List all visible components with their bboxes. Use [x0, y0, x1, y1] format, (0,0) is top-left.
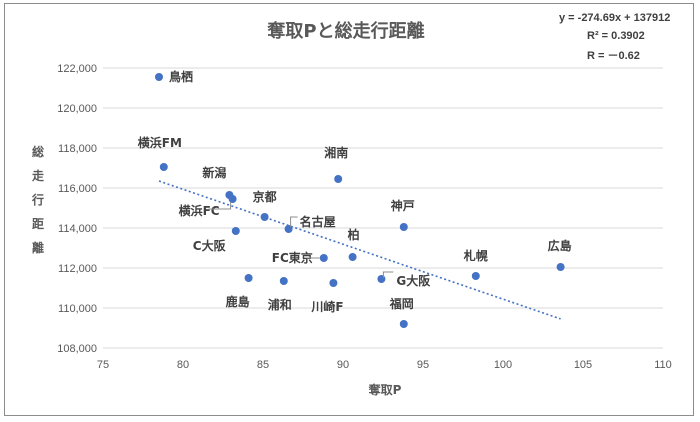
data-point [399, 223, 408, 231]
data-point [377, 275, 386, 283]
point-label: 鹿島 [226, 294, 250, 309]
point-label: 新潟 [202, 165, 226, 180]
label-leader-line [208, 202, 232, 210]
x-tick-label: 75 [97, 359, 109, 371]
data-point [155, 73, 163, 81]
x-tick-label: 95 [417, 359, 429, 371]
data-point [556, 263, 565, 271]
y-axis-label-char: 走 [32, 168, 44, 183]
trend-equation: y = -274.69x + 137912 [559, 12, 670, 24]
scatter-chart: 奪取Pと総走行距離 y = -274.69x + 137912 R² = 0.3… [31, 12, 672, 397]
x-tick-label: 80 [177, 359, 189, 371]
point-label: G大阪 [396, 273, 431, 288]
label-leader-line [290, 216, 298, 227]
point-label: C大阪 [193, 238, 227, 253]
y-tick-label: 110,000 [58, 303, 97, 315]
y-axis-label-char: 離 [32, 240, 44, 255]
point-label: FC東京 [272, 250, 313, 265]
x-tick-label: 90 [337, 359, 349, 371]
point-label: 柏 [348, 227, 360, 242]
data-point [159, 163, 168, 171]
data-point [228, 195, 237, 203]
y-axis-label-char: 総 [32, 144, 44, 159]
point-label: 浦和 [268, 297, 292, 312]
data-point [231, 227, 240, 235]
y-tick-label: 108,000 [57, 343, 97, 355]
y-tick-label: 116,000 [58, 183, 97, 195]
data-point [329, 279, 338, 287]
label-leader-line [382, 271, 394, 278]
trendline [158, 180, 561, 320]
y-tick-label: 118,000 [58, 143, 97, 155]
y-tick-label: 114,000 [58, 223, 97, 235]
point-label: 名古屋 [300, 214, 336, 229]
x-tick-label: 105 [574, 359, 592, 371]
data-point [319, 254, 328, 262]
data-point [284, 225, 293, 233]
data-points [155, 73, 565, 328]
axis-ticks: 108,000 110,000 112,000 114,000 116,000 118,0… [57, 63, 672, 371]
point-label: 横浜FC [179, 203, 220, 218]
data-point [334, 175, 343, 183]
x-tick-label: 110 [654, 359, 672, 371]
data-point [279, 277, 288, 285]
y-tick-label: 120,000 [57, 103, 97, 115]
point-label: 京都 [253, 189, 277, 204]
data-point [348, 253, 357, 261]
point-label: 神戸 [391, 198, 415, 213]
data-point [471, 272, 480, 280]
point-label: 湘南 [324, 145, 348, 160]
point-label: 広島 [548, 238, 572, 253]
point-label: 札幌 [463, 248, 488, 263]
trendline-layer [158, 180, 561, 320]
r-squared-label: R² = 0.3902 [587, 30, 645, 42]
y-tick-label: 112,000 [58, 263, 97, 275]
grid-lines [103, 67, 663, 349]
x-tick-label: 100 [494, 359, 512, 371]
chart-frame: 奪取Pと総走行距離 y = -274.69x + 137912 R² = 0.3… [4, 3, 694, 416]
x-axis-label: 奪取P [368, 382, 402, 397]
point-label: 鳥栖 [169, 69, 193, 84]
point-label: 横浜FM [138, 135, 182, 150]
point-label: 福岡 [389, 296, 414, 311]
chart-title: 奪取Pと総走行距離 [266, 20, 424, 42]
y-axis-label-char: 距 [32, 217, 44, 231]
point-label: 川崎F [310, 299, 343, 314]
data-point [399, 320, 408, 328]
correlation-label: R = －0.62 [587, 50, 640, 62]
y-axis-label: 総走行距離 [31, 144, 44, 255]
x-tick-label: 85 [257, 359, 269, 371]
y-tick-label: 122,000 [57, 63, 97, 75]
y-axis-label-char: 行 [31, 192, 44, 207]
data-point [260, 213, 269, 221]
data-point [244, 274, 253, 282]
